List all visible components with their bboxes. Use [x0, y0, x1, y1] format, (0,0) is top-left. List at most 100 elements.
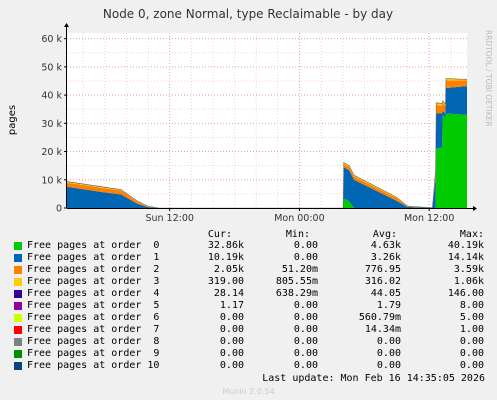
- legend-label: Free pages at order 8: [27, 336, 160, 347]
- legend-max-value: 5.00: [459, 312, 484, 323]
- legend-swatch: [14, 350, 22, 358]
- legend-cur-value: 319.00: [207, 276, 244, 287]
- legend-label: Free pages at order 10: [27, 360, 160, 371]
- last-update: Last update: Mon Feb 16 14:35:05 2026: [262, 373, 485, 384]
- legend-swatch: [14, 278, 22, 286]
- legend-header-avg: Avg:: [372, 229, 397, 240]
- plot-background: [67, 33, 467, 208]
- legend-label: Free pages at order 5: [27, 300, 160, 311]
- legend-avg-value: 1.79: [376, 300, 401, 311]
- x-tick-label: Mon 12:00: [404, 213, 454, 224]
- legend-cur-value: 10.19k: [207, 252, 244, 263]
- y-tick-label: 60 k: [41, 34, 62, 45]
- legend-avg-value: 4.63k: [370, 240, 401, 251]
- legend-row: Free pages at order 6 0.00 0.00 560.79m 5.00: [0, 312, 497, 323]
- legend-cur-value: 1.17: [219, 300, 244, 311]
- y-tick-label: 30 k: [41, 119, 62, 130]
- legend-row: Free pages at order 2 2.05k 51.20m 776.95 3.…: [0, 264, 497, 275]
- legend-min-value: 0.00: [293, 300, 318, 311]
- legend-min-value: 805.55m: [275, 276, 318, 287]
- grid: [67, 33, 467, 208]
- legend-row: Free pages at order 5 1.17 0.00 1.79 8.00: [0, 300, 497, 311]
- legend-label: Free pages at order 7: [27, 324, 160, 335]
- legend-row: Free pages at order 0 32.86k 0.00 4.63k 40.1…: [0, 240, 497, 251]
- legend-label: Free pages at order 2: [27, 264, 160, 275]
- legend-max-value: 3.59k: [453, 264, 484, 275]
- legend-avg-value: 0.00: [376, 336, 401, 347]
- legend-header-cur: Cur:: [207, 229, 232, 240]
- legend-max-value: 8.00: [459, 300, 484, 311]
- legend-min-value: 0.00: [293, 348, 318, 359]
- x-tick-label: Sun 12:00: [145, 213, 193, 224]
- legend-label: Free pages at order 3: [27, 276, 160, 287]
- legend-swatch: [14, 338, 22, 346]
- legend-avg-value: 0.00: [376, 360, 401, 371]
- legend-cur-value: 0.00: [219, 360, 244, 371]
- y-axis-arrow: [64, 23, 69, 27]
- munin-version: Munin 2.0.54: [222, 387, 275, 396]
- legend-swatch: [14, 242, 22, 250]
- legend-row: Free pages at order 10 0.00 0.00 0.00 0.00: [0, 360, 497, 371]
- legend-cur-value: 28.14: [213, 288, 244, 299]
- legend-label: Free pages at order 9: [27, 348, 160, 359]
- legend-swatch: [14, 302, 22, 310]
- legend-row: Free pages at order 3 319.00 805.55m 316.02…: [0, 276, 497, 287]
- legend-row: Free pages at order 8 0.00 0.00 0.00 0.00: [0, 336, 497, 347]
- axes: 0 10 k 20 k 30 k 40 k 50 k 60 k Sun 12:00 Mon 00…: [41, 23, 477, 224]
- legend-cur-value: 0.00: [219, 336, 244, 347]
- legend-min-value: 0.00: [293, 240, 318, 251]
- legend-header-min: Min:: [285, 229, 310, 240]
- legend-avg-value: 44.05: [370, 288, 401, 299]
- legend-max-value: 146.00: [447, 288, 484, 299]
- legend-header-max: Max:: [459, 229, 484, 240]
- legend-label: Free pages at order 0: [27, 240, 160, 251]
- legend-avg-value: 3.26k: [370, 252, 401, 263]
- legend-min-value: 638.29m: [275, 288, 318, 299]
- y-axis-label: pages: [7, 105, 18, 135]
- y-tick-label: 50 k: [41, 62, 62, 73]
- legend-max-value: 0.00: [459, 360, 484, 371]
- legend-label: Free pages at order 6: [27, 312, 160, 323]
- legend-max-value: 0.00: [459, 336, 484, 347]
- legend-label: Free pages at order 4: [27, 288, 160, 299]
- legend-min-value: 0.00: [293, 252, 318, 263]
- rrdtool-credit: RRDTOOL / TOBI OETIKER: [484, 30, 493, 127]
- y-tick-label: 20 k: [41, 147, 62, 158]
- legend-row: Free pages at order 7 0.00 0.00 14.34m 1.00: [0, 324, 497, 335]
- x-axis-arrow: [473, 206, 477, 211]
- legend-avg-value: 14.34m: [364, 324, 401, 335]
- legend-max-value: 1.06k: [453, 276, 484, 287]
- legend-swatch: [14, 362, 22, 370]
- legend-row: Free pages at order 9 0.00 0.00 0.00 0.00: [0, 348, 497, 359]
- legend-min-value: 0.00: [293, 360, 318, 371]
- legend-min-value: 0.00: [293, 312, 318, 323]
- x-tick-label: Mon 00:00: [274, 213, 324, 224]
- legend-cur-value: 0.00: [219, 312, 244, 323]
- legend-row: Free pages at order 4 28.14 638.29m 44.05 14…: [0, 288, 497, 299]
- legend-cur-value: 0.00: [219, 324, 244, 335]
- legend-min-value: 0.00: [293, 324, 318, 335]
- legend-max-value: 1.00: [459, 324, 484, 335]
- legend-row: Free pages at order 1 10.19k 0.00 3.26k 14.1…: [0, 252, 497, 263]
- legend-label: Free pages at order 1: [27, 252, 160, 263]
- legend-min-value: 51.20m: [281, 264, 318, 275]
- legend-cur-value: 0.00: [219, 348, 244, 359]
- legend-avg-value: 560.79m: [358, 312, 401, 323]
- chart-title: Node 0, zone Normal, type Reclaimable - …: [103, 7, 393, 21]
- legend-avg-value: 776.95: [364, 264, 401, 275]
- legend-min-value: 0.00: [293, 336, 318, 347]
- legend-cur-value: 2.05k: [213, 264, 244, 275]
- legend-swatch: [14, 326, 22, 334]
- legend-max-value: 14.14k: [447, 252, 484, 263]
- legend-swatch: [14, 254, 22, 262]
- legend-swatch: [14, 266, 22, 274]
- legend-avg-value: 0.00: [376, 348, 401, 359]
- legend-avg-value: 316.02: [364, 276, 401, 287]
- legend-cur-value: 32.86k: [207, 240, 244, 251]
- area-series-order-1: [67, 86, 467, 208]
- legend-max-value: 0.00: [459, 348, 484, 359]
- legend-swatch: [14, 314, 22, 322]
- y-tick-label: 0: [56, 204, 62, 215]
- legend-swatch: [14, 290, 22, 298]
